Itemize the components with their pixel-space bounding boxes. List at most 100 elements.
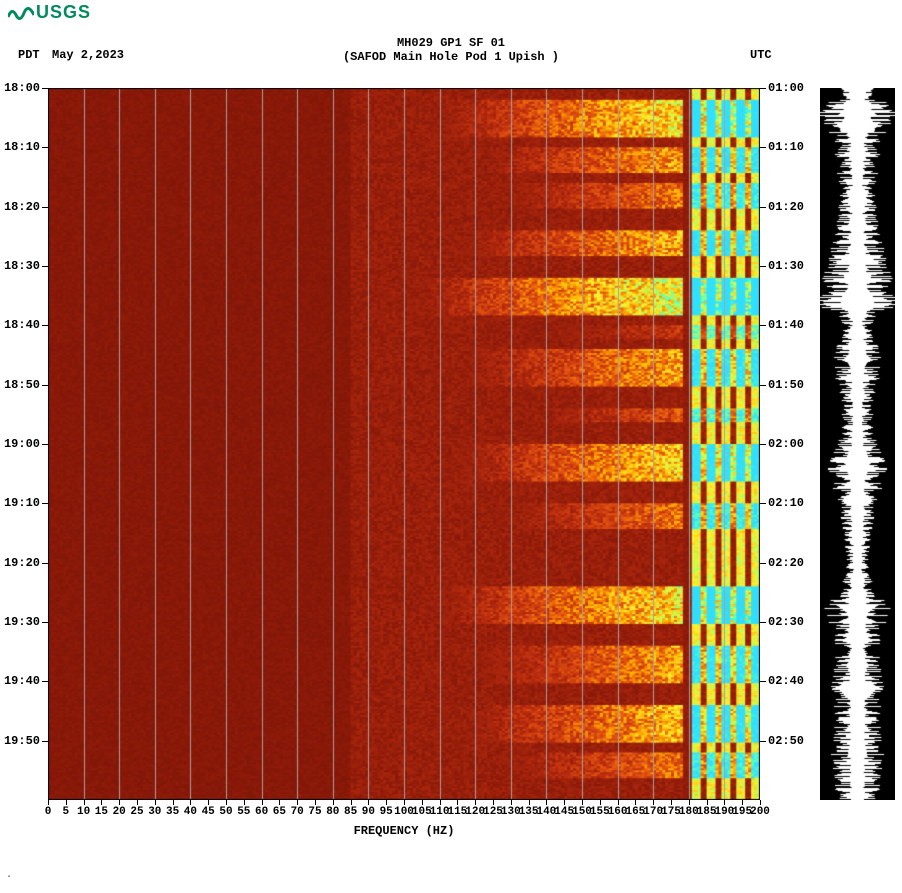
tick-mark	[760, 444, 766, 445]
tick-mark	[404, 800, 405, 805]
y-tick-right: 02:20	[768, 556, 804, 570]
pdt-label: PDT	[18, 48, 40, 62]
tick-mark	[760, 266, 766, 267]
tick-mark	[618, 800, 619, 805]
page-root: USGS MH029 GP1 SF 01 (SAFOD Main Hole Po…	[0, 0, 902, 893]
tick-mark	[760, 325, 766, 326]
tick-mark	[511, 800, 512, 805]
tick-mark	[493, 800, 494, 805]
tick-mark	[760, 385, 766, 386]
tick-mark	[760, 503, 766, 504]
tick-mark	[208, 800, 209, 805]
x-tick: 80	[326, 806, 339, 818]
y-tick-right: 02:10	[768, 496, 804, 510]
y-tick-right: 02:00	[768, 437, 804, 451]
x-tick: 40	[184, 806, 197, 818]
y-tick-left: 19:00	[4, 437, 40, 451]
y-tick-left: 18:40	[4, 318, 40, 332]
x-tick: 35	[166, 806, 179, 818]
waveform-panel	[820, 88, 895, 800]
tick-mark	[546, 800, 547, 805]
tick-mark	[42, 681, 48, 682]
tick-mark	[42, 207, 48, 208]
tick-mark	[368, 800, 369, 805]
x-tick: 25	[130, 806, 143, 818]
x-tick: 75	[308, 806, 321, 818]
tick-mark	[386, 800, 387, 805]
tick-mark	[226, 800, 227, 805]
x-tick: 90	[362, 806, 375, 818]
wave-icon	[8, 5, 34, 21]
x-tick: 70	[291, 806, 304, 818]
tick-mark	[760, 207, 766, 208]
x-tick: 0	[45, 806, 52, 818]
tick-mark	[279, 800, 280, 805]
tick-mark	[475, 800, 476, 805]
waveform-canvas	[820, 88, 895, 800]
tick-mark	[190, 800, 191, 805]
y-tick-left: 18:30	[4, 259, 40, 273]
tick-mark	[42, 622, 48, 623]
tick-mark	[671, 800, 672, 805]
spectrogram-canvas	[48, 88, 760, 800]
x-tick: 65	[273, 806, 286, 818]
tick-mark	[119, 800, 120, 805]
tick-mark	[689, 800, 690, 805]
x-tick: 45	[202, 806, 215, 818]
tick-mark	[84, 800, 85, 805]
x-tick: 55	[237, 806, 250, 818]
tick-mark	[457, 800, 458, 805]
x-tick: 95	[380, 806, 393, 818]
tick-mark	[351, 800, 352, 805]
x-tick: 60	[255, 806, 268, 818]
y-tick-left: 18:50	[4, 378, 40, 392]
y-tick-left: 19:50	[4, 734, 40, 748]
y-axis-right: 01:0001:1001:2001:3001:4001:5002:0002:10…	[760, 88, 820, 800]
tick-mark	[66, 800, 67, 805]
tick-mark	[742, 800, 743, 805]
date-label: May 2,2023	[52, 48, 124, 62]
y-tick-right: 01:30	[768, 259, 804, 273]
tick-mark	[42, 147, 48, 148]
tick-mark	[333, 800, 334, 805]
tick-mark	[262, 800, 263, 805]
tick-mark	[440, 800, 441, 805]
tick-mark	[101, 800, 102, 805]
tick-mark	[48, 800, 49, 805]
tick-mark	[600, 800, 601, 805]
tick-mark	[635, 800, 636, 805]
tick-mark	[315, 800, 316, 805]
tick-mark	[42, 88, 48, 89]
tick-mark	[42, 503, 48, 504]
x-tick: 10	[77, 806, 90, 818]
x-tick: 85	[344, 806, 357, 818]
tick-mark	[42, 741, 48, 742]
spectrogram-plot	[48, 88, 760, 800]
y-tick-right: 01:20	[768, 200, 804, 214]
y-tick-right: 01:50	[768, 378, 804, 392]
tick-mark	[529, 800, 530, 805]
tick-mark	[297, 800, 298, 805]
tick-mark	[760, 147, 766, 148]
y-tick-right: 02:30	[768, 615, 804, 629]
y-tick-right: 01:40	[768, 318, 804, 332]
tick-mark	[760, 681, 766, 682]
logo-text: USGS	[36, 2, 91, 23]
tick-mark	[707, 800, 708, 805]
footer-mark: .	[6, 870, 12, 881]
tick-mark	[564, 800, 565, 805]
tick-mark	[760, 800, 761, 805]
x-tick: 15	[95, 806, 108, 818]
tick-mark	[760, 622, 766, 623]
x-tick: 50	[219, 806, 232, 818]
tick-mark	[724, 800, 725, 805]
y-tick-left: 19:30	[4, 615, 40, 629]
tick-mark	[42, 385, 48, 386]
usgs-logo: USGS	[8, 2, 91, 23]
tick-mark	[137, 800, 138, 805]
tick-mark	[760, 563, 766, 564]
y-tick-right: 02:40	[768, 674, 804, 688]
tick-mark	[582, 800, 583, 805]
y-tick-right: 01:00	[768, 81, 804, 95]
y-tick-left: 19:20	[4, 556, 40, 570]
